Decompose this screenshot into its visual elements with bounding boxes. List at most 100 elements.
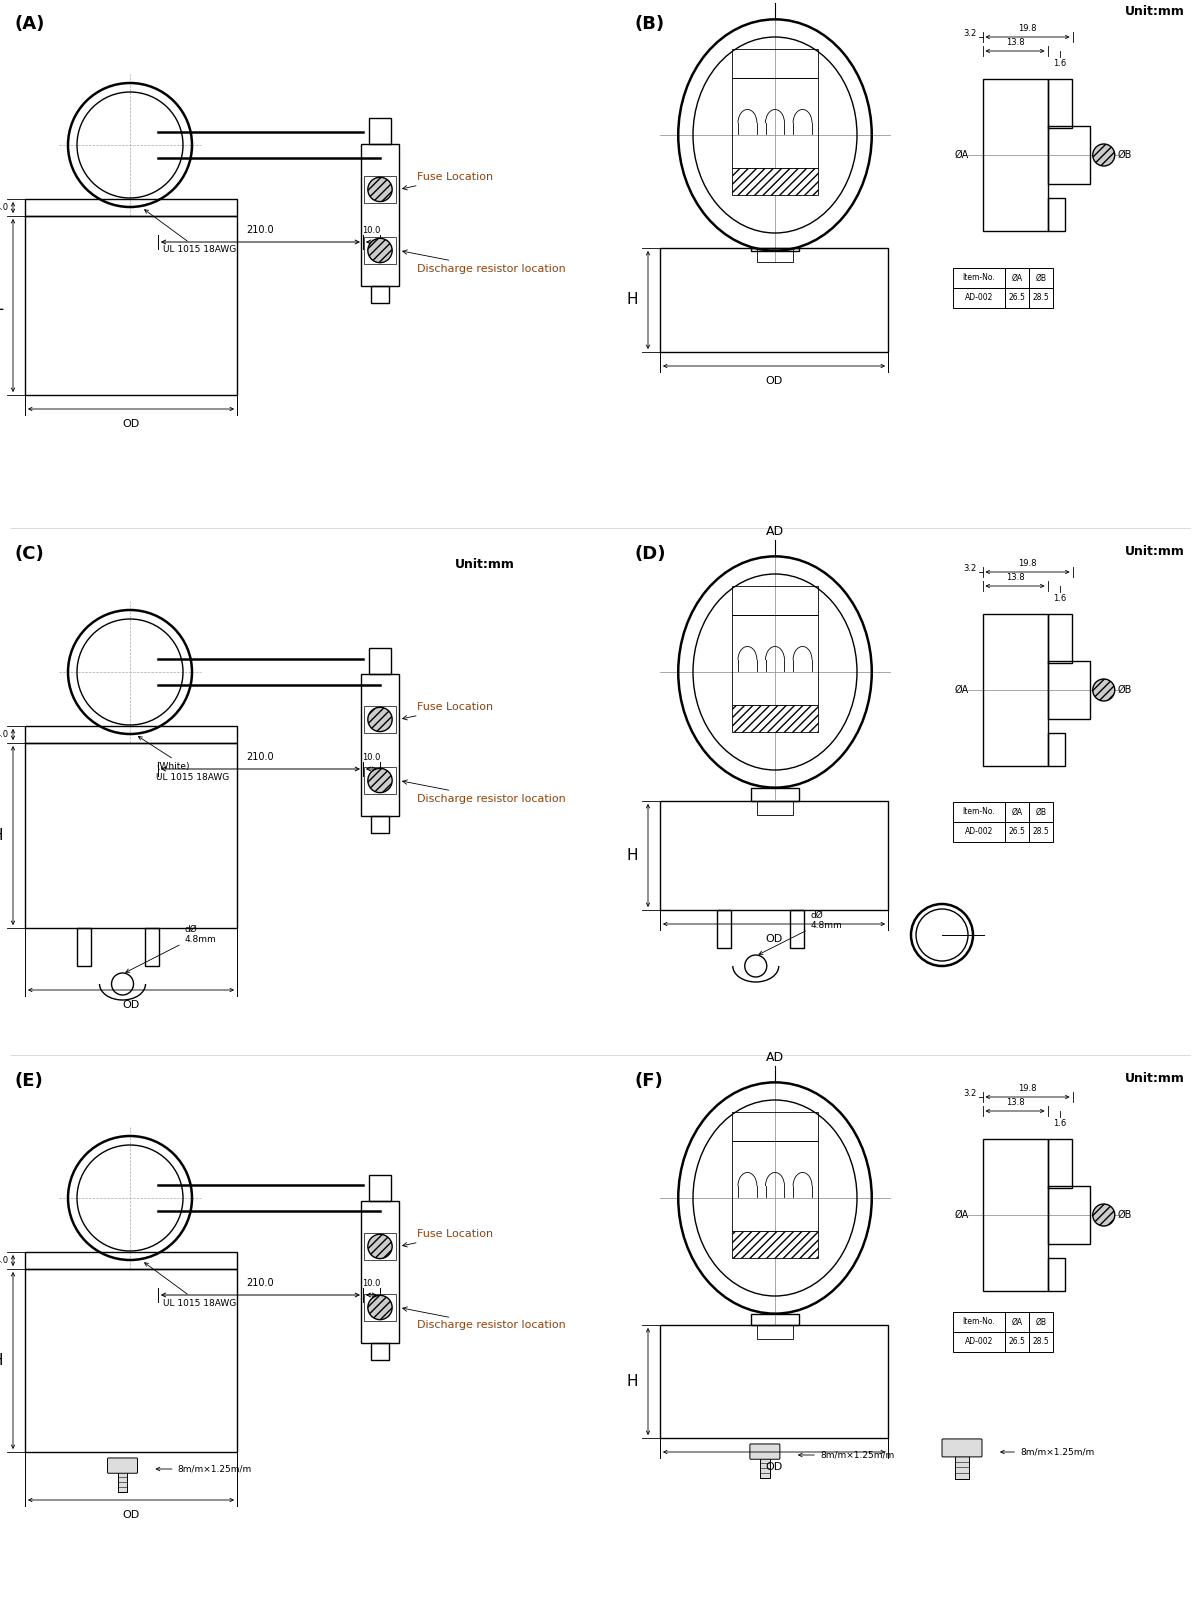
Text: 210.0: 210.0 — [246, 1278, 275, 1288]
Text: Fuse Location: Fuse Location — [403, 702, 493, 720]
Bar — [1004, 288, 1030, 307]
Bar — [1048, 614, 1073, 662]
Text: ØA: ØA — [954, 150, 968, 160]
Text: H: H — [626, 848, 638, 862]
Text: H: H — [626, 1374, 638, 1389]
Text: 8m/m×1.25m/m: 8m/m×1.25m/m — [1001, 1448, 1094, 1456]
Text: ØB: ØB — [1117, 1210, 1132, 1219]
Text: 8m/m×1.25m/m: 8m/m×1.25m/m — [156, 1464, 252, 1474]
Bar — [1048, 1258, 1064, 1291]
Text: 13.8: 13.8 — [1006, 573, 1025, 582]
Text: 10.0: 10.0 — [362, 1278, 380, 1288]
Bar — [364, 706, 396, 733]
Bar — [1048, 197, 1064, 230]
Text: UL 1015 18AWG: UL 1015 18AWG — [144, 210, 236, 254]
Bar — [953, 802, 1004, 822]
Text: Fuse Location: Fuse Location — [403, 1229, 493, 1246]
Text: OD: OD — [122, 1000, 139, 1010]
Text: ØA: ØA — [1012, 274, 1022, 283]
Circle shape — [368, 178, 392, 202]
Text: ØA: ØA — [954, 1210, 968, 1219]
Text: 210.0: 210.0 — [246, 226, 275, 235]
Text: 28.5: 28.5 — [1033, 827, 1049, 837]
Bar — [25, 216, 238, 395]
Bar — [1030, 1312, 1054, 1331]
Circle shape — [368, 707, 392, 731]
Text: OD: OD — [122, 419, 139, 429]
FancyBboxPatch shape — [942, 1438, 982, 1458]
Text: (E): (E) — [14, 1072, 43, 1090]
Text: OD: OD — [122, 1510, 139, 1520]
Text: Item-No.: Item-No. — [962, 274, 995, 283]
Text: dØ
4.8mm: dØ 4.8mm — [126, 925, 216, 973]
Text: 26.5: 26.5 — [1008, 827, 1026, 837]
Text: ØB: ØB — [1036, 274, 1046, 283]
Bar — [1004, 1331, 1030, 1352]
Bar — [953, 267, 1004, 288]
Text: 1.6: 1.6 — [1054, 1118, 1067, 1128]
Bar — [1048, 1139, 1073, 1187]
Text: ØA: ØA — [1012, 1317, 1022, 1326]
Text: 1.6: 1.6 — [1054, 594, 1067, 603]
Bar — [364, 176, 396, 203]
Circle shape — [368, 1296, 392, 1320]
Bar — [1048, 78, 1073, 128]
Text: 3.2: 3.2 — [964, 29, 977, 37]
Text: AD-002: AD-002 — [965, 293, 994, 302]
Bar — [1030, 822, 1054, 842]
Bar — [953, 822, 1004, 842]
Text: (C): (C) — [14, 546, 44, 563]
Bar — [371, 816, 389, 834]
Text: 19.8: 19.8 — [1019, 1085, 1037, 1093]
Bar — [371, 286, 389, 302]
Bar — [757, 802, 793, 814]
Bar — [1004, 267, 1030, 288]
Bar — [361, 1202, 398, 1342]
Text: (B): (B) — [635, 14, 665, 34]
Text: dØ
4.8mm: dØ 4.8mm — [760, 910, 842, 954]
Bar — [361, 144, 398, 286]
Bar — [751, 248, 799, 251]
Text: 10.0: 10.0 — [362, 754, 380, 762]
Text: Item-No.: Item-No. — [962, 1317, 995, 1326]
Bar — [1030, 267, 1054, 288]
Bar — [757, 1325, 793, 1339]
Bar — [1030, 1331, 1054, 1352]
Circle shape — [368, 1234, 392, 1259]
Bar — [732, 1112, 818, 1141]
Text: AD: AD — [766, 1051, 784, 1064]
Text: Unit:mm: Unit:mm — [1126, 1072, 1186, 1085]
Text: Unit:mm: Unit:mm — [455, 558, 515, 571]
Bar — [1048, 1186, 1090, 1243]
Text: 19.8: 19.8 — [1019, 558, 1037, 568]
Text: (D): (D) — [635, 546, 666, 563]
Text: ØA: ØA — [1012, 808, 1022, 816]
Bar — [953, 1312, 1004, 1331]
Bar — [361, 674, 398, 816]
Bar — [790, 910, 804, 947]
Text: 210.0: 210.0 — [246, 752, 275, 762]
Text: Discharge resistor location: Discharge resistor location — [403, 779, 565, 803]
Text: AD-002: AD-002 — [965, 827, 994, 837]
Text: 8m/m×1.25m/m: 8m/m×1.25m/m — [798, 1451, 894, 1459]
Bar — [953, 1331, 1004, 1352]
Bar — [732, 1141, 818, 1230]
Bar — [983, 614, 1048, 766]
Text: 10.0: 10.0 — [362, 226, 380, 235]
Bar — [732, 168, 818, 195]
FancyBboxPatch shape — [108, 1458, 138, 1474]
Bar — [1030, 802, 1054, 822]
Bar — [732, 614, 818, 706]
Text: 13.8: 13.8 — [1006, 1098, 1025, 1107]
Bar — [368, 1176, 391, 1202]
Circle shape — [368, 238, 392, 262]
FancyBboxPatch shape — [750, 1443, 780, 1459]
Bar — [25, 726, 238, 742]
Circle shape — [1093, 678, 1115, 701]
Text: Discharge resistor location: Discharge resistor location — [403, 250, 565, 274]
Circle shape — [1093, 144, 1115, 166]
Text: 1.6: 1.6 — [1054, 59, 1067, 69]
Circle shape — [1093, 1203, 1115, 1226]
Bar — [1048, 126, 1090, 184]
Bar — [716, 910, 731, 947]
